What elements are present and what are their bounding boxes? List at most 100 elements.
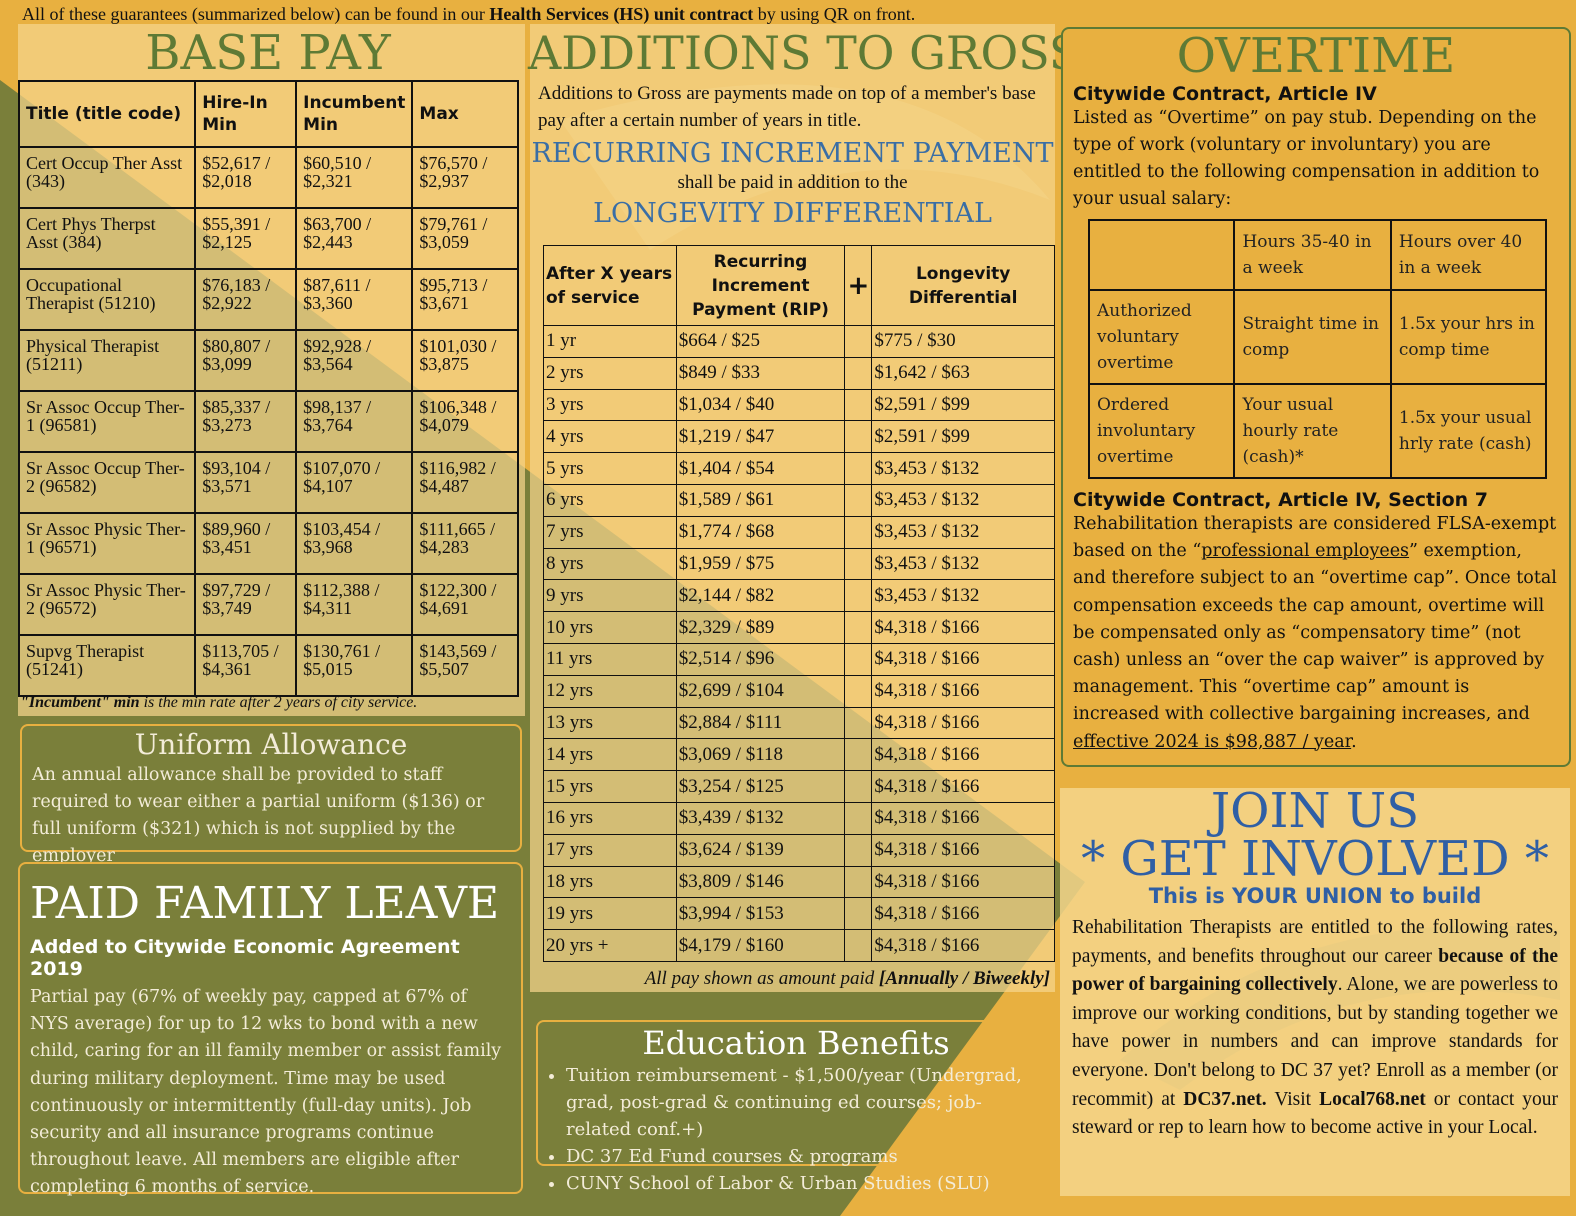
table-cell: $3,069 / $118	[675, 738, 846, 772]
table-cell: 15 yrs	[543, 770, 677, 803]
table-cell	[844, 325, 873, 358]
table-cell	[844, 738, 873, 772]
overtime-text-2: Rehabilitation therapists are considered…	[1073, 514, 1557, 752]
additions-title: ADDITIONS TO GROSS	[528, 26, 1081, 80]
table-row: 13 yrs $2,884 / $111 $4,318 / $166	[543, 706, 1055, 740]
table-row: 20 yrs + $4,179 / $160 $4,318 / $166	[543, 929, 1055, 962]
table-row: 9 yrs $2,144 / $82 $3,453 / $132	[543, 579, 1055, 613]
professional-employees-link[interactable]: professional employees	[1201, 541, 1410, 562]
table-row: Sr Assoc Physic Ther-2 (96572) $97,729 / …	[17, 573, 519, 636]
incumbent-note: "Incumbent" min is the min rate after 2 …	[20, 694, 418, 711]
table-cell: $4,318 / $166	[871, 706, 1055, 740]
table-cell: 13 yrs	[543, 706, 677, 740]
table-row: Sr Assoc Occup Ther-2 (96582) $93,104 / $…	[17, 451, 519, 514]
table-row: 8 yrs $1,959 / $75 $3,453 / $132	[543, 547, 1055, 581]
table-cell	[844, 929, 873, 962]
education-item: DC 37 Ed Fund courses & programs	[566, 1143, 1046, 1170]
table-cell: 4 yrs	[543, 420, 677, 454]
table-row: 5 yrs $1,404 / $54 $3,453 / $132	[543, 452, 1055, 485]
table-cell: 16 yrs	[543, 801, 677, 835]
table-cell: $55,391 / $2,125	[194, 207, 298, 270]
education-title: Education Benefits	[642, 1024, 950, 1062]
table-cell: $95,713 / $3,671	[411, 268, 519, 331]
join-text: Rehabilitation Therapists are entitled t…	[1072, 917, 1558, 1139]
table-row: Sr Assoc Physic Ther-1 (96571) $89,960 / …	[17, 512, 519, 575]
table-cell: $93,104 / $3,571	[194, 451, 298, 514]
table-cell: $4,318 / $166	[871, 674, 1055, 708]
paid-family-leave-box: PAID FAMILY LEAVE Added to Citywide Econ…	[18, 862, 523, 1197]
table-cell	[844, 674, 873, 708]
base-pay-table: Title (title code) Hire-In Min Incumbent M…	[17, 80, 519, 697]
table-cell: 9 yrs	[543, 579, 677, 613]
overtime-cap-link[interactable]: effective 2024 is $98,887 / year	[1073, 731, 1352, 752]
overtime-heading-2: Citywide Contract, Article IV, Section 7	[1073, 489, 1489, 511]
table-cell: $1,959 / $75	[675, 547, 846, 581]
table-row: 15 yrs $3,254 / $125 $4,318 / $166	[543, 770, 1055, 803]
table-cell: Occupational Therapist (51210)	[17, 268, 197, 331]
table-cell: $107,070 / $4,107	[295, 451, 414, 514]
table-cell	[844, 547, 873, 581]
join-us-heading: JOIN US	[1210, 783, 1420, 839]
table-cell: $4,318 / $166	[871, 801, 1055, 835]
table-row: 1 yr $664 / $25 $775 / $30	[543, 325, 1055, 358]
table-cell: 6 yrs	[543, 483, 677, 517]
table-cell: $112,388 / $4,311	[295, 573, 414, 636]
overtime-title: OVERTIME	[1176, 28, 1456, 84]
table-cell: $63,700 / $2,443	[295, 207, 414, 270]
table-cell	[844, 706, 873, 740]
table-row: Physical Therapist (51211) $80,807 / $3,0…	[17, 329, 519, 392]
table-cell	[844, 388, 873, 422]
table-row: Cert Phys Therpst Asst (384) $55,391 / $2…	[17, 207, 519, 270]
table-cell: $52,617 / $2,018	[194, 146, 298, 209]
column-header: After X years of service	[543, 245, 677, 326]
column-header: Incumbent Min	[295, 80, 414, 148]
table-cell	[844, 420, 873, 454]
table-cell: $3,453 / $132	[871, 452, 1055, 485]
top-note: All of these guarantees (summarized belo…	[22, 4, 916, 24]
table-cell: $89,960 / $3,451	[194, 512, 298, 575]
table-cell	[844, 865, 873, 899]
get-involved-heading: * GET INVOLVED *	[1081, 831, 1549, 887]
table-cell	[844, 642, 873, 676]
longevity-heading: LONGEVITY DIFFERENTIAL	[593, 198, 992, 229]
table-cell: $2,329 / $89	[675, 611, 846, 644]
column-header: +	[844, 245, 873, 326]
column-header: Title (title code)	[17, 80, 197, 148]
table-cell: 17 yrs	[543, 833, 677, 867]
table-row: 14 yrs $3,069 / $118 $4,318 / $166	[543, 738, 1055, 772]
table-cell: $3,994 / $153	[675, 897, 846, 931]
table-cell: $106,348 / $4,079	[411, 390, 519, 453]
joiner-text: shall be paid in addition to the	[677, 172, 908, 193]
table-cell: $76,183 / $2,922	[194, 268, 298, 331]
table-cell: $3,624 / $139	[675, 833, 846, 867]
table-cell: $79,761 / $3,059	[411, 207, 519, 270]
table-cell: Straight time in comp	[1233, 289, 1392, 385]
table-cell: $1,404 / $54	[675, 452, 846, 485]
base-pay-title: BASE PAY	[145, 25, 391, 81]
table-cell: $1,034 / $40	[675, 388, 846, 422]
local768-link[interactable]: Local768.net	[1319, 1088, 1426, 1110]
dc37-link[interactable]: DC37.net.	[1183, 1088, 1267, 1110]
table-cell: Cert Occup Ther Asst (343)	[17, 146, 197, 209]
table-cell: $76,570 / $2,937	[411, 146, 519, 209]
table-cell	[844, 515, 873, 549]
education-benefits-box: Education Benefits Tuition reimbursement…	[536, 1020, 1056, 1194]
table-cell: $3,453 / $132	[871, 515, 1055, 549]
table-cell: $80,807 / $3,099	[194, 329, 298, 392]
table-cell	[844, 483, 873, 517]
pay-footnote: All pay shown as amount paid [Annually /…	[644, 968, 1050, 989]
table-cell: 12 yrs	[543, 674, 677, 708]
table-cell: $2,884 / $111	[675, 706, 846, 740]
table-cell: $60,510 / $2,321	[295, 146, 414, 209]
table-cell: 14 yrs	[543, 738, 677, 772]
table-cell: 1.5x your usual hrly rate (cash)	[1389, 383, 1548, 479]
table-cell: $4,318 / $166	[871, 865, 1055, 899]
table-cell: Ordered involuntary overtime	[1087, 383, 1236, 479]
table-cell: $130,761 / $5,015	[295, 634, 414, 697]
table-cell	[844, 897, 873, 931]
table-cell: Cert Phys Therpst Asst (384)	[17, 207, 197, 270]
table-cell	[844, 801, 873, 835]
table-cell: $3,453 / $132	[871, 483, 1055, 517]
table-cell: 3 yrs	[543, 388, 677, 422]
table-cell: $1,774 / $68	[675, 515, 846, 549]
